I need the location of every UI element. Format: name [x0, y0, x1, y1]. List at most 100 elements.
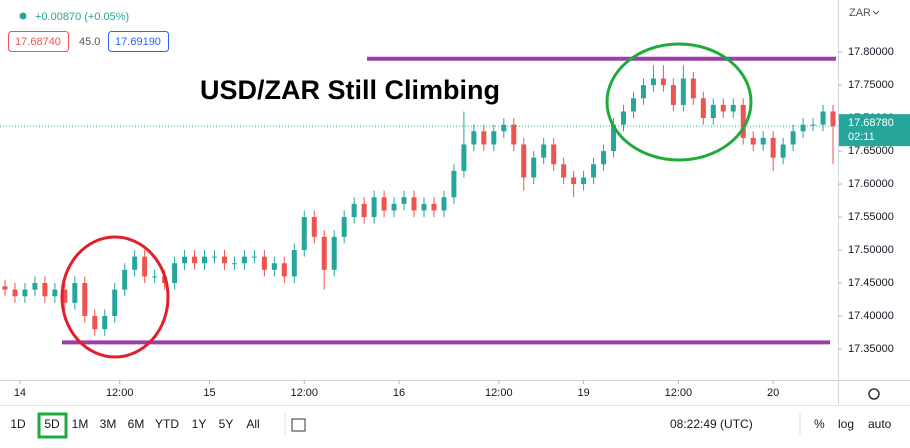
spread: 45.0 — [79, 36, 100, 48]
candle-body — [780, 144, 786, 158]
candle-body — [730, 104, 736, 112]
settings-icon[interactable] — [868, 388, 880, 400]
active-range-box — [37, 412, 68, 439]
candle-body — [251, 256, 257, 258]
range-button[interactable]: 6M — [128, 417, 145, 431]
candle-body — [42, 283, 48, 297]
candle-body — [182, 256, 188, 264]
candle-body — [32, 283, 38, 290]
candle-body — [351, 203, 357, 218]
candle-body — [192, 256, 198, 264]
candle-body — [122, 269, 128, 290]
candle-body — [451, 170, 457, 198]
y-tick-label: 17.80000 — [848, 46, 894, 58]
candle-body — [331, 236, 337, 270]
candle-body — [241, 256, 247, 264]
candle-body — [102, 316, 108, 330]
candle-body — [770, 137, 776, 158]
candle-body — [441, 197, 447, 211]
candle-body — [202, 256, 208, 264]
candle-body — [591, 164, 597, 178]
x-tick-label: 15 — [203, 387, 215, 399]
status-dot — [19, 12, 27, 20]
log-toggle[interactable]: log — [838, 417, 854, 431]
candle-body — [261, 256, 267, 270]
candle-body — [760, 137, 766, 145]
candle-body — [611, 124, 617, 152]
candle-body — [52, 289, 58, 297]
candle-body — [551, 144, 557, 165]
y-tick-label: 17.60000 — [848, 178, 894, 190]
x-tick-label: 20 — [767, 387, 779, 399]
x-tick-label: 12:00 — [665, 387, 693, 399]
candle-body — [561, 164, 567, 178]
candle-body — [411, 197, 417, 211]
candle-body — [690, 78, 696, 99]
range-button[interactable]: 5Y — [219, 417, 234, 431]
candle-body — [461, 144, 467, 171]
candle-body — [660, 78, 666, 86]
highlight-circle — [605, 42, 753, 162]
candle-body — [231, 263, 237, 265]
candle-body — [630, 98, 636, 112]
percent-toggle[interactable]: % — [814, 417, 825, 431]
x-tick-label: 12:00 — [291, 387, 319, 399]
candle-body — [371, 197, 377, 218]
range-button[interactable]: 1D — [10, 417, 26, 431]
range-button[interactable]: 1Y — [192, 417, 207, 431]
chart-title: USD/ZAR Still Climbing — [200, 75, 500, 105]
candle-body — [481, 131, 487, 145]
auto-toggle[interactable]: auto — [868, 417, 892, 431]
countdown: 02:11 — [848, 131, 875, 143]
currency[interactable]: ZAR — [849, 7, 871, 19]
candle-body — [670, 85, 676, 105]
ask-box[interactable] — [108, 31, 169, 52]
candle-body — [531, 157, 537, 178]
candle-body — [281, 263, 287, 277]
candle-body — [491, 131, 497, 145]
candle-body — [311, 217, 317, 237]
clock: 08:22:49 (UTC) — [670, 417, 753, 431]
candle-body — [601, 151, 607, 165]
date-range-icon[interactable] — [291, 418, 306, 432]
candle-body — [301, 217, 307, 251]
candle-body — [650, 78, 656, 86]
change: +0.00870 (+0.05%) — [35, 11, 129, 23]
y-tick-label: 17.35000 — [848, 343, 894, 355]
candle-body — [142, 256, 148, 277]
candle-body — [750, 137, 756, 145]
range-button[interactable]: YTD — [155, 417, 179, 431]
range-button[interactable]: 1M — [72, 417, 89, 431]
range-button[interactable]: 3M — [100, 417, 117, 431]
candle-body — [810, 124, 816, 126]
y-tick-label: 17.40000 — [848, 310, 894, 322]
candle-body — [341, 217, 347, 237]
candle-body — [511, 124, 517, 145]
candle-body — [581, 177, 587, 185]
y-tick-label: 17.55000 — [848, 211, 894, 223]
candle-body — [621, 111, 627, 125]
candle-body — [401, 197, 407, 204]
candle-body — [471, 131, 477, 145]
bid: 17.68740 — [15, 36, 61, 48]
candle-body — [391, 203, 397, 211]
range-button[interactable]: All — [246, 417, 259, 431]
bid-box[interactable] — [8, 31, 69, 52]
x-tick-label: 16 — [393, 387, 405, 399]
y-tick-label: 17.65000 — [848, 145, 894, 157]
candle-body — [291, 250, 297, 277]
candle-body — [820, 111, 826, 125]
candle-body — [790, 131, 796, 145]
candle-body — [541, 144, 547, 158]
candle-body — [521, 144, 527, 178]
chevron — [872, 10, 880, 15]
range-button[interactable]: 5D — [44, 417, 60, 431]
x-tick-label: 12:00 — [106, 387, 134, 399]
candle-body — [62, 289, 68, 303]
x-tick-label: 12:00 — [485, 387, 513, 399]
candle-body — [12, 289, 18, 297]
candle-body — [2, 286, 8, 290]
candle-body — [710, 104, 716, 119]
